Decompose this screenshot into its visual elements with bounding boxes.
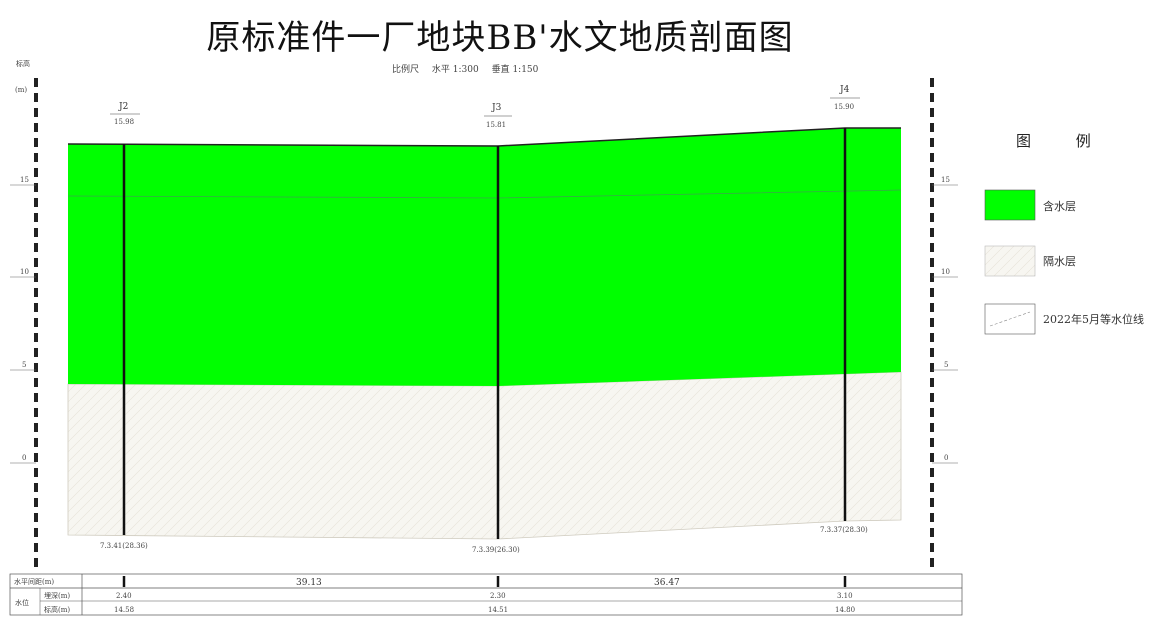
borehole-J3-id: J3 — [491, 103, 502, 113]
scale-horizontal: 水平 1:300 — [431, 65, 479, 75]
legend-title: 图 例 — [1016, 132, 1111, 150]
diagram-title: 原标准件一厂地块BB'水文地质剖面图 — [206, 18, 794, 58]
tick-label-5-right: 5 — [944, 361, 948, 369]
borehole-J2-bottom-label: 7.3.41(28.36) — [100, 542, 148, 550]
axis-label-elevation: 标高 — [16, 59, 30, 68]
tick-label-0-right: 0 — [944, 454, 948, 462]
left-ticks: 15 10 5 0 — [10, 176, 36, 464]
tick-label-15-left: 15 — [20, 176, 29, 184]
borehole-J4-id: J4 — [839, 85, 850, 95]
table-depth-J3: 2.30 — [490, 592, 506, 600]
scale-label: 比例尺 — [392, 65, 420, 75]
scale-vertical: 垂直 1:150 — [491, 65, 539, 75]
legend-label-aquifer: 含水层 — [1043, 199, 1076, 213]
table-elev-J2: 14.58 — [114, 606, 134, 614]
borehole-J3: J3 15.81 7.3.39(26.30) — [472, 103, 520, 554]
borehole-J4-bottom-label: 7.3.37(28.30) — [820, 526, 868, 534]
borehole-J4-elevation: 15.90 — [834, 103, 854, 111]
table-depth-label: 埋深(m) — [44, 591, 70, 600]
legend: 图 例 含水层 隔水层 2022年5月等水位线 — [984, 132, 1144, 335]
tick-label-15-right: 15 — [941, 176, 950, 184]
legend-label-aquitard: 隔水层 — [1043, 255, 1076, 268]
borehole-J3-bottom-label: 7.3.39(26.30) — [472, 546, 520, 554]
borehole-J3-elevation: 15.81 — [486, 121, 506, 129]
legend-swatch-aquifer — [984, 189, 1036, 221]
scale-line: 比例尺 水平 1:300 垂直 1:150 — [392, 62, 548, 75]
tick-label-0-left: 0 — [22, 454, 26, 462]
aquitard-layer — [67, 371, 902, 540]
table-distance-value-2: 36.47 — [654, 578, 680, 588]
legend-label-water-line: 2022年5月等水位线 — [1043, 312, 1144, 326]
table-depth-J2: 2.40 — [116, 592, 132, 600]
bottom-table: 水平间距(m) 39.13 36.47 水位 埋深(m) 标高(m) 2.40 … — [9, 573, 963, 616]
borehole-J2-id: J2 — [118, 102, 128, 112]
legend-water-line-icon — [989, 311, 1031, 327]
table-elev-J4: 14.80 — [835, 606, 855, 614]
right-ticks: 15 10 5 0 — [932, 176, 958, 464]
aquifer-layer — [68, 128, 901, 386]
table-row-horizontal-distance-label: 水平间距(m) — [14, 577, 54, 586]
table-distance-value-1: 39.13 — [296, 578, 322, 588]
table-water-group-label: 水位 — [15, 598, 29, 607]
table-depth-J4: 3.10 — [837, 592, 853, 600]
axis-label-unit: (m) — [15, 86, 27, 94]
tick-label-10-left: 10 — [20, 268, 29, 276]
ground-surface-line — [67, 127, 901, 147]
borehole-J2: J2 15.98 7.3.41(28.36) — [100, 102, 148, 550]
table-elevation-label: 标高(m) — [44, 605, 70, 614]
table-elev-J3: 14.51 — [488, 606, 508, 614]
tick-label-10-right: 10 — [941, 268, 950, 276]
tick-label-5-left: 5 — [22, 361, 26, 369]
legend-swatch-aquitard — [984, 245, 1036, 277]
borehole-J2-elevation: 15.98 — [114, 118, 134, 126]
borehole-J4: J4 15.90 7.3.37(28.30) — [820, 85, 868, 534]
